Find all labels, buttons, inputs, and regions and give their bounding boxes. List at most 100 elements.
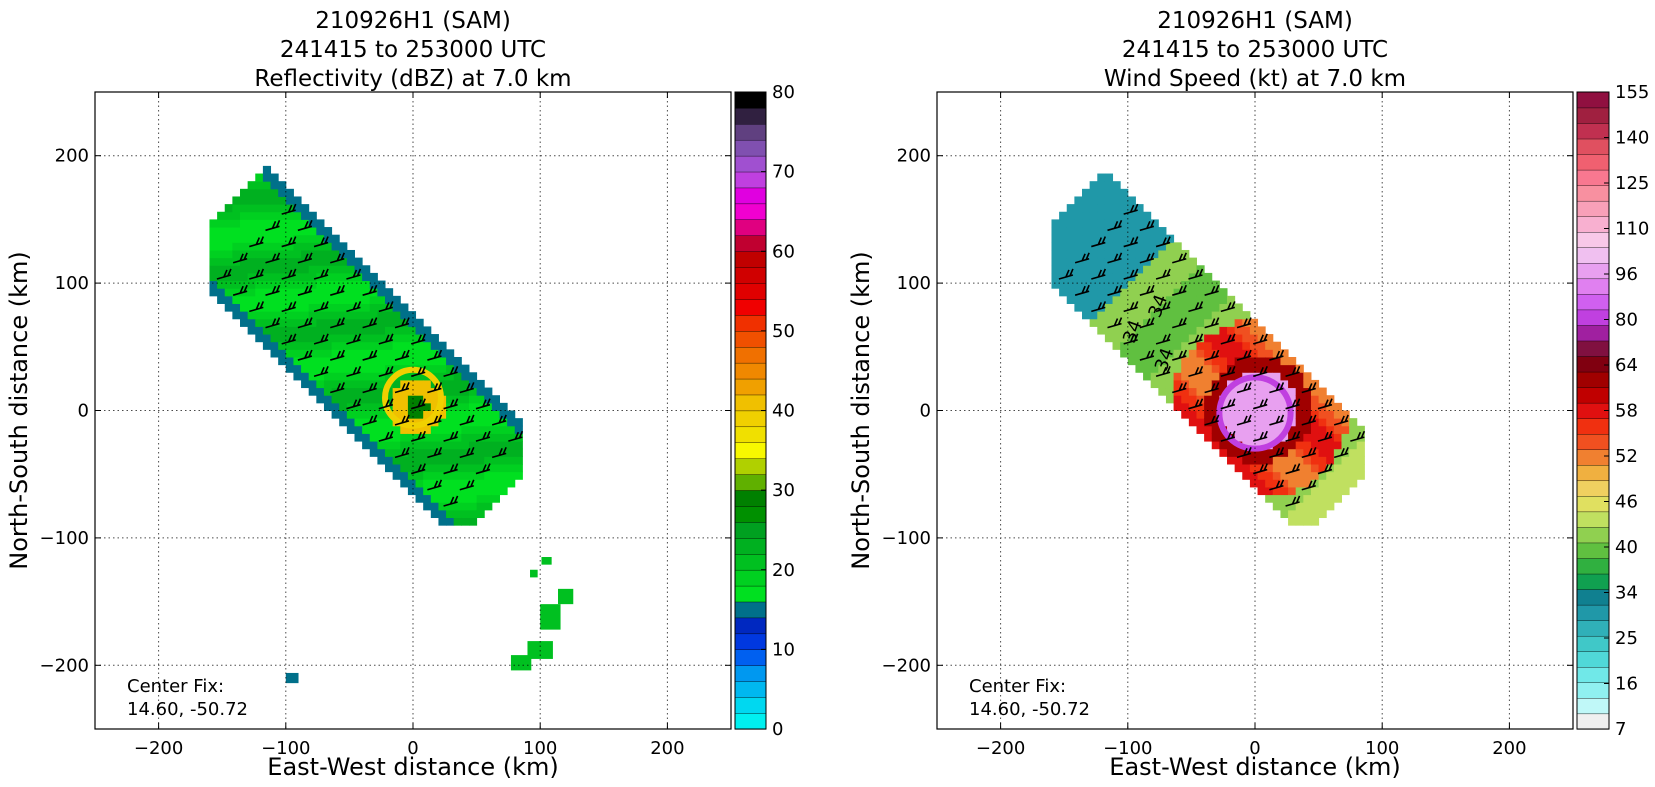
swath-cell: [1150, 242, 1159, 251]
swath-cell: [323, 341, 333, 350]
swath-cell: [1150, 372, 1159, 381]
wind-barb: [491, 414, 507, 426]
swath-cell: [1242, 395, 1251, 404]
swath-cell: [331, 364, 340, 373]
swath-cell: [308, 387, 317, 396]
swath-cell: [247, 280, 256, 289]
colorbar-label: 50: [772, 321, 795, 342]
swath-cell: [1219, 311, 1228, 320]
swath-cell: [1082, 204, 1091, 213]
swath-cell: [1112, 265, 1121, 274]
swath-cell: [1295, 494, 1304, 503]
swath-cell: [423, 433, 432, 442]
swath-cell: [262, 173, 272, 182]
swath-cell: [339, 303, 348, 312]
swath-cell: [1074, 288, 1083, 297]
swath-cell: [1265, 410, 1274, 419]
swath-cell: [1249, 326, 1259, 335]
swath-cell: [1104, 265, 1114, 274]
colorbar-swatch: [734, 553, 767, 571]
swath-cell: [1318, 425, 1327, 434]
swath-cell: [240, 318, 249, 327]
x-tick-label: 0: [1249, 738, 1260, 759]
swath-cell: [484, 479, 493, 488]
swath-cell: [1196, 387, 1205, 396]
swath-cell: [278, 341, 287, 350]
swath-cell: [438, 456, 447, 465]
swath-cell: [484, 410, 493, 419]
swath-cell: [392, 448, 401, 457]
swath-cell: [407, 334, 417, 343]
swath-cell: [491, 486, 500, 496]
swath-cell: [1158, 295, 1167, 304]
swath-cell: [1089, 265, 1098, 274]
swath-cell: [1188, 379, 1197, 389]
swath-cell: [1303, 486, 1312, 496]
swath-cell: [354, 433, 363, 442]
swath-cell: [1219, 441, 1228, 450]
swath-cell: [1135, 257, 1144, 266]
swath-cell: [362, 303, 371, 312]
swath-cell: [1097, 219, 1106, 228]
swath-cell: [468, 517, 478, 526]
swath-cell: [1104, 318, 1114, 327]
wind-barb: [1220, 365, 1236, 378]
swath-cell: [1326, 502, 1335, 511]
swath-cell: [1196, 425, 1205, 434]
wind-barb: [1301, 447, 1317, 459]
swath-cell: [1257, 418, 1266, 427]
swath-cell: [209, 257, 218, 266]
echo-cell: [541, 557, 552, 565]
swath-cell: [1227, 295, 1236, 304]
swath-cell: [1120, 326, 1129, 335]
swath-cell: [1158, 387, 1167, 396]
swath-cell: [316, 326, 325, 335]
swath-cell: [217, 249, 226, 259]
swath-cell: [1204, 295, 1213, 304]
swath-cell: [262, 227, 272, 236]
swath-cell: [1150, 280, 1159, 289]
wind-barb: [281, 203, 297, 215]
swath-cell: [392, 341, 401, 350]
swath-cell: [1127, 295, 1136, 304]
colorbar-swatch: [1576, 309, 1610, 326]
swath-cell: [1295, 425, 1304, 434]
swath-cell: [392, 456, 401, 465]
swath-cell: [499, 402, 508, 411]
swath-cell: [1219, 303, 1228, 312]
swath-cell: [1181, 257, 1190, 266]
swath-cell: [285, 280, 294, 289]
swath-cell: [392, 364, 401, 373]
swath-cell: [247, 288, 256, 297]
swath-cell: [1227, 334, 1236, 343]
swath-cell: [415, 372, 424, 381]
x-tick-label: 200: [1492, 738, 1526, 759]
swath-cell: [453, 494, 462, 503]
swath-cell: [217, 280, 226, 289]
wind-barb: [232, 284, 248, 296]
swath-cell: [446, 372, 455, 381]
swath-cell: [1135, 211, 1144, 220]
swath-cell: [1066, 227, 1075, 236]
swath-cell: [1249, 410, 1259, 419]
swath-cell: [369, 295, 378, 304]
swath-cell: [293, 326, 302, 335]
swath-cell: [1257, 479, 1266, 488]
swath-cell: [1326, 471, 1335, 480]
swath-cell: [255, 227, 264, 236]
swath-cell: [270, 181, 279, 190]
swath-cell: [1318, 502, 1327, 511]
swath-cell: [484, 441, 493, 450]
swath-cell: [262, 234, 272, 243]
swath-cell: [1066, 265, 1075, 274]
swath-cell: [1181, 410, 1190, 419]
swath-cell: [1211, 295, 1220, 304]
swath-cell: [270, 227, 279, 236]
swath-cell: [1249, 464, 1259, 473]
swath-cell: [217, 234, 226, 243]
swath-cell: [1257, 395, 1266, 404]
swath-cell: [316, 227, 325, 236]
wind-barb: [362, 317, 378, 329]
swath-cell: [453, 486, 462, 496]
swath-cell: [1318, 395, 1327, 404]
